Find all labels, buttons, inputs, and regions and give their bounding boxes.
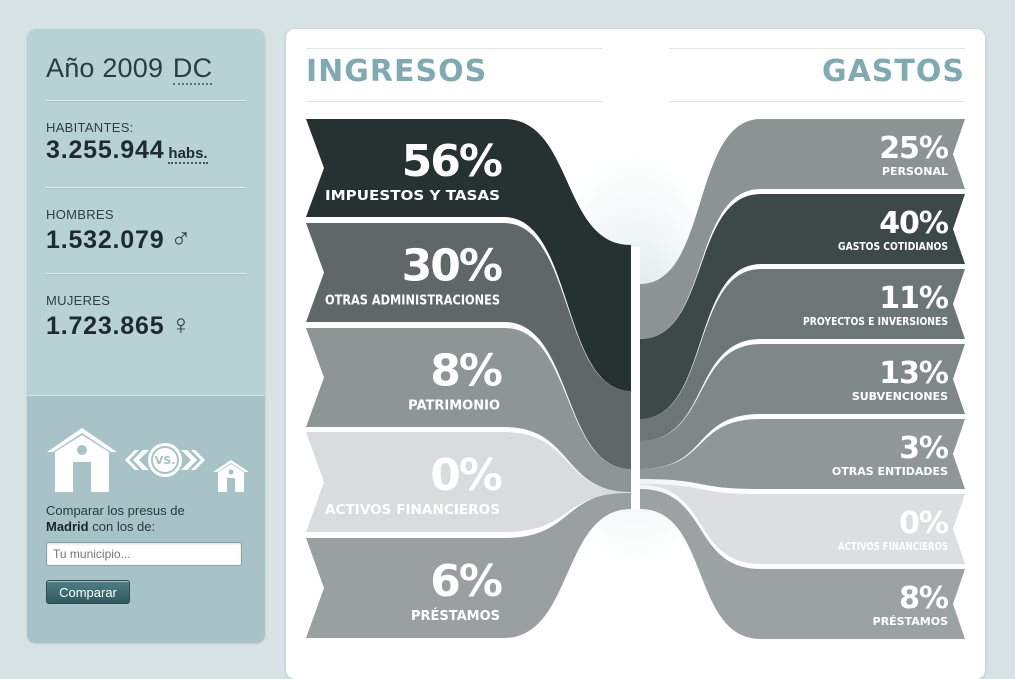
gasto-percent: 25% — [879, 131, 949, 166]
ingreso-percent: 8% — [430, 346, 502, 397]
female-icon: ♀ — [170, 309, 193, 340]
stat-hombres: HOMBRES 1.532.079 ♂ — [46, 207, 261, 255]
male-icon: ♂ — [170, 223, 193, 254]
ingreso-band[interactable] — [306, 492, 631, 638]
gasto-band[interactable] — [640, 269, 965, 441]
gasto-percent: 8% — [899, 581, 949, 616]
habitantes-unit[interactable]: habs. — [168, 145, 208, 164]
ingreso-band[interactable] — [306, 328, 631, 492]
stat-habitantes: HABITANTES: 3.255.944 habs. — [46, 120, 261, 165]
gastos-bands: 8%PRÉSTAMOS 0%ACTIVOS FINANCIEROS 3%OTRAS … — [640, 119, 965, 639]
compare-description: Comparar los presus de Madrid con los de… — [46, 503, 251, 535]
stat-value-row: 1.532.079 ♂ — [46, 223, 261, 255]
year-block: Año 2009 DC — [46, 53, 246, 85]
arrows-left-icon — [125, 450, 149, 470]
ingresos-title: INGRESOS — [306, 54, 488, 89]
ingreso-percent: 56% — [402, 136, 502, 187]
ingresos-bands: 6%PRÉSTAMOS 0% ACTIVOS FINANCIEROS 8% PATRIM… — [306, 119, 631, 638]
ingreso-label: OTRAS ADMINISTRACIONES — [325, 294, 500, 309]
ingreso-band[interactable] — [306, 432, 631, 532]
gasto-label: SUBVENCIONES — [852, 390, 948, 403]
gasto-band[interactable] — [640, 484, 965, 564]
municipio-input[interactable] — [46, 542, 242, 566]
ingreso-label: IMPUESTOS Y TASAS — [325, 189, 500, 204]
divider — [46, 273, 246, 275]
ingreso-label: PATRIMONIO — [408, 399, 500, 414]
gasto-label: GASTOS COTIDIANOS — [838, 240, 948, 253]
vs-text: VS. — [155, 454, 176, 467]
stat-label: HABITANTES: — [46, 120, 134, 135]
compare-button[interactable]: Comparar — [46, 580, 130, 604]
stat-mujeres: MUJERES 1.723.865 ♀ — [46, 293, 261, 341]
compare-city: Madrid — [46, 519, 89, 534]
gasto-percent: 13% — [879, 356, 949, 391]
ingreso-band[interactable] — [306, 119, 631, 391]
compare-text-after: con los de: — [92, 519, 156, 534]
mujeres-value: 1.723.865 — [46, 312, 165, 340]
gasto-band[interactable] — [640, 194, 965, 419]
gastos-title: GASTOS — [821, 54, 965, 89]
divider — [46, 100, 246, 102]
ingreso-label: PRÉSTAMOS — [411, 608, 500, 624]
stat-value-row: 3.255.944 habs. — [46, 136, 261, 165]
stat-label: HOMBRES — [46, 207, 114, 222]
ingreso-percent: 0% — [430, 450, 502, 501]
divider — [669, 101, 965, 102]
ingreso-percent: 6% — [430, 556, 502, 607]
habitantes-value: 3.255.944 — [46, 136, 165, 164]
gasto-band[interactable] — [640, 489, 965, 639]
era-toggle[interactable]: DC — [172, 53, 213, 85]
divider — [669, 48, 965, 49]
gasto-percent: 11% — [879, 281, 949, 316]
center-divider — [631, 247, 640, 509]
houses-vs-icon: VS. — [47, 428, 249, 492]
stat-value-row: 1.723.865 ♀ — [46, 309, 261, 341]
gasto-band[interactable] — [640, 419, 965, 489]
hombres-value: 1.532.079 — [46, 226, 165, 254]
compare-text-before: Comparar los presus de — [46, 503, 185, 518]
gasto-label: PRÉSTAMOS — [873, 615, 948, 628]
divider — [306, 101, 602, 102]
divider — [306, 48, 602, 49]
divider — [46, 187, 246, 189]
ingreso-percent: 30% — [402, 241, 502, 292]
gasto-label: ACTIVOS FINANCIEROS — [838, 540, 948, 553]
gasto-band[interactable] — [640, 119, 965, 339]
gasto-label: PROYECTOS E INVERSIONES — [803, 315, 948, 328]
gasto-percent: 40% — [879, 206, 949, 241]
ingreso-band[interactable] — [306, 223, 631, 469]
gasto-label: OTRAS ENTIDADES — [832, 465, 948, 478]
sidebar: Año 2009 DC HABITANTES: 3.255.944 habs. H… — [27, 29, 265, 643]
arrows-right-icon — [181, 450, 205, 470]
vs-badge: VS. — [148, 443, 182, 477]
gasto-band[interactable] — [640, 344, 965, 469]
ingreso-label: ACTIVOS FINANCIEROS — [325, 503, 500, 518]
gasto-percent: 3% — [899, 431, 949, 466]
compare-panel: VS. Comparar los presus de Madrid con lo… — [27, 395, 265, 643]
gasto-percent: 0% — [899, 506, 949, 541]
year-label: Año 2009 — [46, 53, 164, 83]
year-title: Año 2009 DC — [46, 53, 246, 85]
budget-panel: INGRESOS GASTOS 6% PRÉSTAMOS 0% ACTIVOS FIN… — [286, 29, 985, 679]
gasto-label: PERSONAL — [882, 165, 948, 178]
stat-label: MUJERES — [46, 293, 111, 308]
